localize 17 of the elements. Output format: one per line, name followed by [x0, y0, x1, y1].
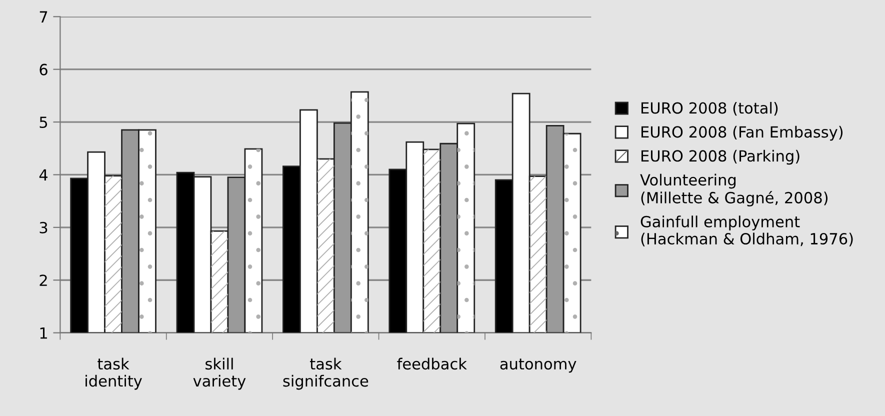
y-tick-label: 1 [40, 327, 47, 339]
legend-label: EURO 2008 (Fan Embassy) [641, 126, 843, 141]
legend-label: Gainfull employment (Hackman & Oldham, 1976) [640, 216, 853, 246]
x-tick-label: skill variety [193, 358, 246, 390]
legend-label: Volunteering (Millette & Gagné, 2008) [640, 174, 828, 206]
y-tick-label: 3 [40, 222, 48, 234]
legend-label: EURO 2008 (Parking) [641, 150, 800, 165]
legend-label: EURO 2008 (total) [641, 102, 778, 116]
y-tick-label: 2 [40, 274, 47, 286]
y-tick-label: 7 [40, 11, 48, 22]
x-tick-label: task signifcance [283, 358, 368, 390]
x-tick-label: feedback [397, 358, 467, 370]
y-tick-label: 5 [40, 116, 48, 128]
y-tick-label: 4 [39, 169, 48, 181]
x-tick-label: autonomy [500, 358, 576, 373]
y-tick-label: 6 [40, 64, 48, 76]
x-tick-label: task identity [86, 358, 142, 390]
